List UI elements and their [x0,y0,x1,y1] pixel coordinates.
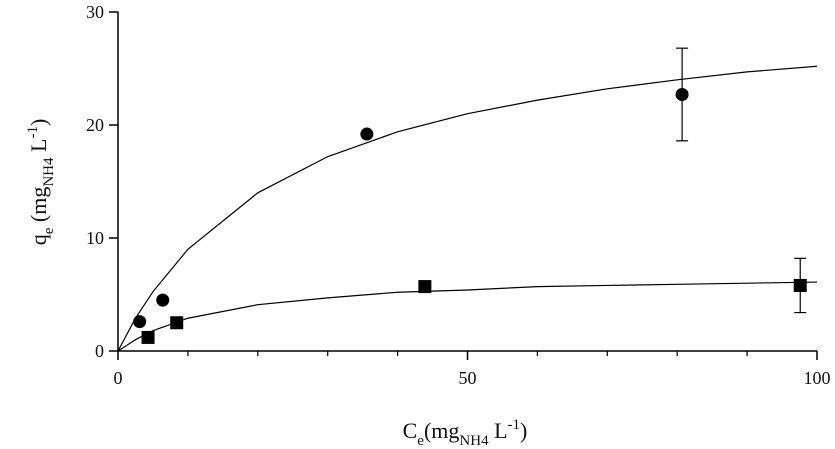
point [793,278,807,292]
label-part: L [489,418,508,443]
y-tick-label: 0 [95,341,104,361]
point [141,330,155,344]
point [133,315,147,329]
y-tick-label: 20 [86,115,104,135]
point [156,293,170,307]
point [675,87,689,101]
y-tick-label: 30 [86,2,104,22]
point [360,127,374,141]
label-part: C [403,418,418,443]
label-part: L [26,139,51,158]
x-axis-label: Ce(mgNH4 L-1) [403,417,528,449]
point [170,316,184,330]
x-tick-label: 50 [459,368,477,388]
label-part: q [26,234,51,245]
label-part: NH4 [41,157,57,187]
label-part: e [41,227,57,234]
label-part: -1 [25,126,41,139]
label-part: ) [26,119,51,126]
label-part: NH4 [459,433,489,449]
point [418,280,432,294]
fit-curve [117,65,818,352]
label-part: -1 [508,417,521,433]
label-part: ) [520,418,527,443]
y-axis-label: qe (mgNH4 L-1) [25,119,57,246]
y-tick-label: 10 [86,228,104,248]
fit-curve [117,281,818,352]
x-tick-label: 100 [804,368,831,388]
label-part: (mg [26,187,51,228]
x-tick-label: 0 [114,368,123,388]
label-part: e [417,433,424,449]
label-part: (mg [424,418,459,443]
